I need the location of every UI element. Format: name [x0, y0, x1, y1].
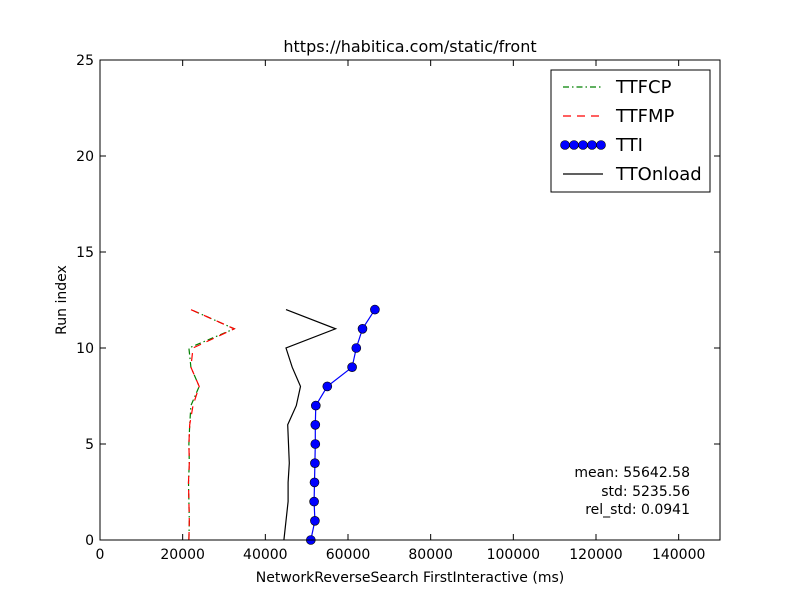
- legend-marker-tti: [596, 140, 606, 150]
- data-point-tti: [370, 304, 380, 315]
- stat-mean: mean: 55642.58: [574, 465, 690, 481]
- x-tick-label: 100000: [487, 547, 540, 563]
- legend-marker-tti: [578, 140, 588, 150]
- y-tick-label: 0: [85, 533, 94, 549]
- legend-label-tti: TTI: [615, 135, 643, 156]
- legend-label-ttonload: TTOnload: [615, 164, 702, 185]
- data-point-tti: [310, 439, 321, 449]
- y-tick-label: 10: [76, 341, 94, 357]
- x-axis-label: NetworkReverseSearch FirstInteractive (m…: [256, 570, 564, 586]
- stat-rel-std: rel_std: 0.0941: [585, 502, 690, 518]
- legend-label-ttfcp: TTFCP: [615, 77, 672, 98]
- stat-std: std: 5235.56: [601, 484, 690, 500]
- data-point-tti: [310, 515, 320, 526]
- data-point-tti: [309, 496, 319, 507]
- data-point-tti: [357, 323, 368, 334]
- y-axis-label: Run index: [54, 265, 70, 335]
- legend-label-ttfmp: TTFMP: [615, 106, 675, 127]
- y-tick-label: 5: [85, 437, 94, 453]
- data-point-tti: [347, 362, 357, 373]
- data-point-tti: [309, 477, 320, 488]
- y-tick-label: 25: [76, 53, 94, 69]
- data-point-tti: [310, 458, 320, 469]
- y-tick-label: 15: [76, 245, 94, 261]
- x-tick-label: 140000: [652, 547, 705, 563]
- x-tick-label: 0: [96, 547, 105, 563]
- data-point-tti: [351, 343, 362, 353]
- series-line-ttonload: [283, 309, 338, 541]
- x-tick-label: 60000: [326, 547, 371, 563]
- x-tick-label: 20000: [160, 547, 205, 563]
- axis-ticks: 0 20000 40000 60000 80000 100000 120000 140000 0…: [76, 53, 720, 563]
- legend-marker-tti: [587, 140, 597, 150]
- chart-title: https://habitica.com/static/front: [283, 37, 536, 56]
- series-line-ttfmp: [187, 309, 236, 541]
- legend-marker-tti: [569, 140, 579, 150]
- legend: TTFCP TTFMP TTI TTOnload: [550, 69, 711, 193]
- x-tick-label: 120000: [569, 547, 622, 563]
- legend-box: [550, 69, 711, 193]
- legend-marker-tti: [560, 140, 570, 150]
- x-tick-label: 40000: [243, 547, 288, 563]
- data-point-tti: [310, 419, 321, 430]
- data-point-tti: [322, 381, 333, 392]
- data-point-tti: [310, 400, 321, 411]
- y-tick-label: 20: [76, 149, 94, 165]
- plot-area: [187, 304, 380, 545]
- x-tick-label: 80000: [408, 547, 453, 563]
- plot-frame: [99, 59, 721, 541]
